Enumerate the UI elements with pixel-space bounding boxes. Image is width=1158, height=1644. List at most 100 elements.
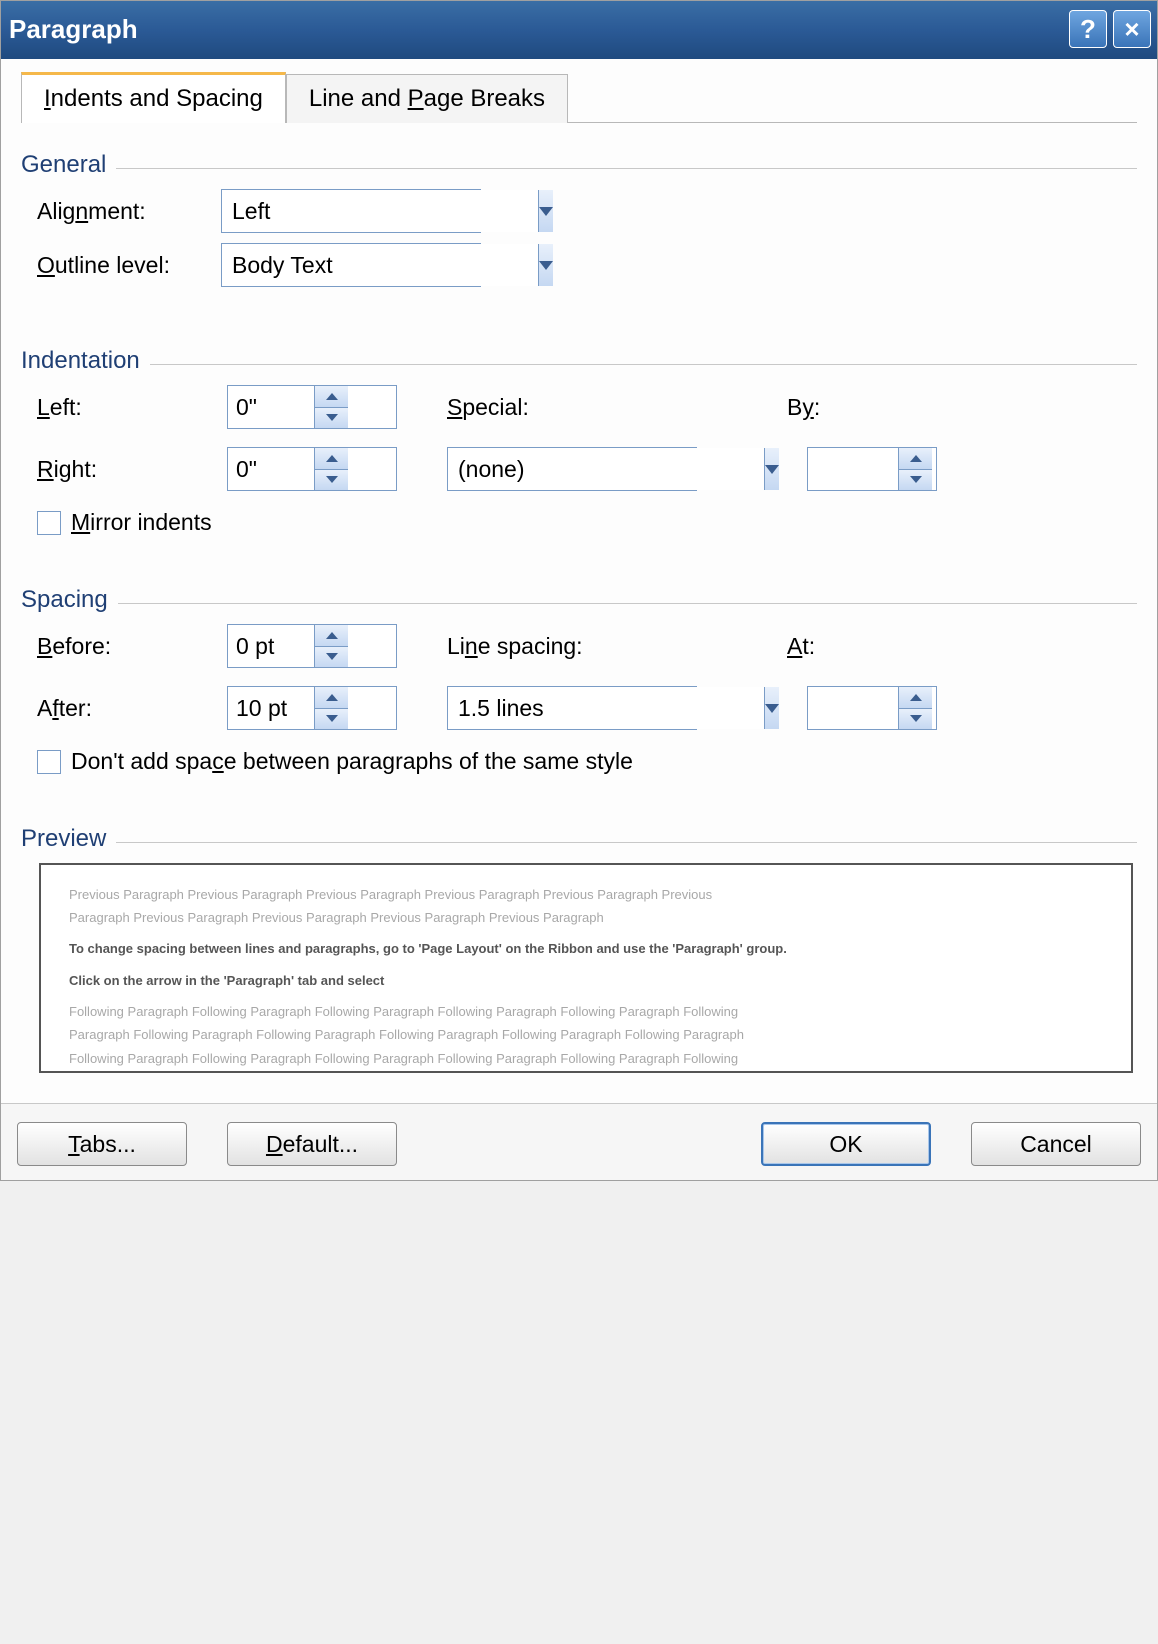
by-spin-down[interactable] [899, 469, 932, 491]
right-value[interactable] [228, 448, 314, 490]
triangle-up-icon [910, 455, 922, 462]
chevron-down-icon [539, 207, 553, 216]
preview-box: Previous Paragraph Previous Paragraph Pr… [39, 863, 1133, 1073]
mirror-indents-row: Mirror indents [37, 509, 1137, 536]
right-label: Right: [21, 456, 227, 483]
left-spinner[interactable] [227, 385, 397, 429]
chevron-down-icon [539, 261, 553, 270]
right-spinner[interactable] [227, 447, 397, 491]
button-bar: Tabs... Default... OK Cancel [1, 1103, 1157, 1180]
default-button[interactable]: Default... [227, 1122, 397, 1166]
at-spinner[interactable] [807, 686, 937, 730]
left-spin-up[interactable] [315, 386, 348, 407]
row-alignment: Alignment: [21, 189, 1137, 233]
before-spin-buttons [314, 625, 348, 667]
by-value[interactable] [808, 448, 898, 490]
preview-sample-line: To change spacing between lines and para… [69, 936, 1103, 962]
preview-ghost-line: Following Paragraph Following Paragraph … [69, 1000, 1103, 1023]
right-spin-up[interactable] [315, 448, 348, 469]
after-spin-buttons [314, 687, 348, 729]
section-preview-title: Preview [21, 825, 1137, 853]
linespacing-value[interactable] [448, 687, 764, 729]
left-spin-buttons [314, 386, 348, 428]
triangle-down-icon [910, 715, 922, 722]
mirror-indents-label: Mirror indents [71, 509, 212, 536]
after-spinner[interactable] [227, 686, 397, 730]
at-value[interactable] [808, 687, 898, 729]
alignment-dropdown-button[interactable] [538, 190, 553, 232]
preview-ghost-line: Paragraph Previous Paragraph Previous Pa… [69, 906, 1103, 929]
alignment-label: Alignment: [21, 198, 211, 225]
before-spin-up[interactable] [315, 625, 348, 646]
tab-line-page-breaks[interactable]: Line and Page Breaks [286, 74, 568, 123]
outline-dropdown-button[interactable] [538, 244, 553, 286]
titlebar: Paragraph ? × [1, 1, 1157, 59]
triangle-down-icon [326, 715, 338, 722]
left-value[interactable] [228, 386, 314, 428]
section-general-title: General [21, 151, 1137, 179]
triangle-down-icon [326, 653, 338, 660]
triangle-up-icon [326, 393, 338, 400]
at-spin-up[interactable] [899, 687, 932, 708]
outline-label: Outline level: [21, 252, 211, 279]
cancel-button[interactable]: Cancel [971, 1122, 1141, 1166]
triangle-down-icon [910, 476, 922, 483]
tab-linebreaks-u: P [408, 85, 424, 112]
special-combo[interactable] [447, 447, 697, 491]
dont-add-space-checkbox[interactable] [37, 750, 61, 774]
left-label: Left: [21, 394, 227, 421]
tab-indents-label: ndents and Spacing [51, 85, 263, 112]
special-label: Special: [397, 394, 767, 421]
titlebar-title: Paragraph [7, 14, 138, 45]
by-spin-up[interactable] [899, 448, 932, 469]
linespacing-label: Line spacing: [397, 633, 767, 660]
after-spin-down[interactable] [315, 708, 348, 730]
after-spin-up[interactable] [315, 687, 348, 708]
triangle-up-icon [910, 694, 922, 701]
before-label: Before: [21, 633, 227, 660]
tab-linebreaks-suffix: age Breaks [424, 85, 545, 112]
triangle-up-icon [326, 694, 338, 701]
by-spinner[interactable] [807, 447, 937, 491]
at-spin-buttons [898, 687, 932, 729]
preview-sample-line: Click on the arrow in the 'Paragraph' ta… [69, 968, 1103, 994]
at-spin-down[interactable] [899, 708, 932, 730]
indentation-grid: Left: Special: By: Right: [21, 385, 1137, 491]
after-value[interactable] [228, 687, 314, 729]
by-spin-buttons [898, 448, 932, 490]
preview-ghost-line: Previous Paragraph Previous Paragraph Pr… [69, 883, 1103, 906]
triangle-down-icon [326, 476, 338, 483]
paragraph-dialog: Paragraph ? × Indents and Spacing Line a… [0, 0, 1158, 1181]
outline-value[interactable] [222, 244, 538, 286]
before-spin-down[interactable] [315, 646, 348, 668]
section-spacing-title: Spacing [21, 586, 1137, 614]
right-spin-down[interactable] [315, 469, 348, 491]
tab-indents-spacing[interactable]: Indents and Spacing [21, 72, 286, 123]
tabstrip: Indents and Spacing Line and Page Breaks [21, 71, 1137, 123]
ok-button[interactable]: OK [761, 1122, 931, 1166]
triangle-down-icon [326, 414, 338, 421]
preview-ghost-line: Paragraph Following Paragraph Following … [69, 1023, 1103, 1046]
tab-linebreaks-prefix: Line and [309, 85, 408, 112]
linespacing-combo[interactable] [447, 686, 697, 730]
before-value[interactable] [228, 625, 314, 667]
triangle-up-icon [326, 632, 338, 639]
special-value[interactable] [448, 448, 764, 490]
dont-add-space-label: Don't add space between paragraphs of th… [71, 748, 633, 775]
alignment-value[interactable] [222, 190, 538, 232]
at-label: At: [767, 633, 1137, 660]
close-button[interactable]: × [1113, 10, 1151, 48]
help-button[interactable]: ? [1069, 10, 1107, 48]
left-spin-down[interactable] [315, 407, 348, 429]
outline-combo[interactable] [221, 243, 481, 287]
tabs-button[interactable]: Tabs... [17, 1122, 187, 1166]
mirror-indents-checkbox[interactable] [37, 511, 61, 535]
triangle-up-icon [326, 455, 338, 462]
before-spinner[interactable] [227, 624, 397, 668]
dialog-body: Indents and Spacing Line and Page Breaks… [1, 71, 1157, 1103]
alignment-combo[interactable] [221, 189, 481, 233]
row-outline: Outline level: [21, 243, 1137, 287]
spacing-grid: Before: Line spacing: At: After: [21, 624, 1137, 730]
dont-add-space-row: Don't add space between paragraphs of th… [37, 748, 1137, 775]
after-label: After: [21, 695, 227, 722]
